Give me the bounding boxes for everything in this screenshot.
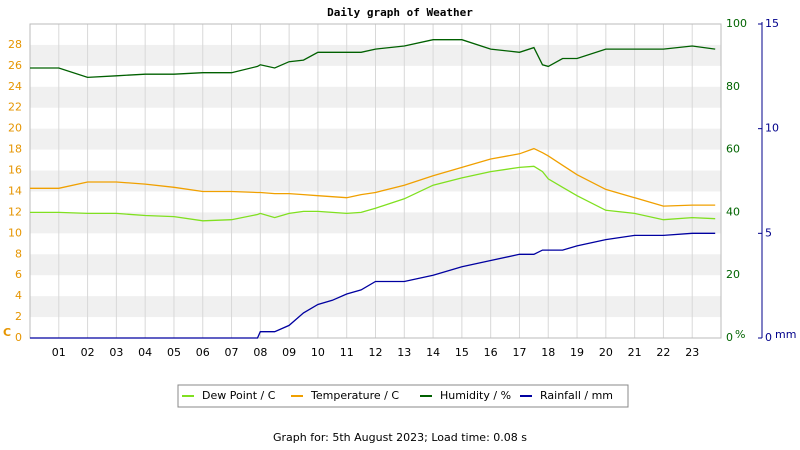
y-tick-label: 4 — [15, 289, 22, 302]
y-tick-label: 26 — [8, 59, 22, 72]
x-tick-label: 10 — [311, 346, 325, 359]
y-tick-label: 8 — [15, 247, 22, 260]
plot-frame — [29, 23, 722, 339]
y-tick-label: 12 — [8, 205, 22, 218]
y2-tick-label: 20 — [726, 268, 740, 281]
x-tick-label: 05 — [167, 346, 181, 359]
y2-tick-label: 0 — [726, 331, 733, 344]
y2-tick-label: 80 — [726, 80, 740, 93]
x-tick-label: 01 — [52, 346, 66, 359]
series-line — [30, 147, 716, 207]
y3-tick-label: 5 — [765, 226, 772, 239]
series-line — [30, 165, 716, 222]
y-tick-label: 6 — [15, 268, 22, 281]
x-tick-label: 03 — [109, 346, 123, 359]
y-tick-label: 18 — [8, 143, 22, 156]
y-tick-label: 28 — [8, 38, 22, 51]
legend-label: Humidity / % — [440, 389, 511, 402]
legend-box — [177, 384, 629, 408]
x-tick-label: 22 — [656, 346, 670, 359]
y2-tick-label: 60 — [726, 143, 740, 156]
y-tick-label: 20 — [8, 122, 22, 135]
y3-tick-label: 10 — [765, 122, 779, 135]
y-tick-label: 0 — [15, 331, 22, 344]
y3-tick-label: 15 — [765, 17, 779, 30]
y-axis-label: C — [3, 326, 11, 339]
x-tick-label: 13 — [397, 346, 411, 359]
x-tick-label: 17 — [512, 346, 526, 359]
chart-title: Daily graph of Weather — [327, 6, 473, 19]
y-tick-label: 16 — [8, 164, 22, 177]
x-tick-label: 08 — [253, 346, 267, 359]
series-line — [30, 39, 716, 79]
x-tick-label: 04 — [138, 346, 152, 359]
y-tick-label: 22 — [8, 101, 22, 114]
y2-tick-label: 40 — [726, 205, 740, 218]
series-line — [30, 232, 716, 339]
y2-axis-label: % — [735, 328, 745, 341]
footer: Graph for: 5th August 2023; Load time: 0… — [273, 431, 527, 444]
x-tick-label: 07 — [225, 346, 239, 359]
x-tick-label: 19 — [570, 346, 584, 359]
x-tick-label: 06 — [196, 346, 210, 359]
legend-label: Temperature / C — [310, 389, 399, 402]
x-tick-label: 12 — [369, 346, 383, 359]
x-tick-label: 16 — [484, 346, 498, 359]
x-tick-label: 18 — [541, 346, 555, 359]
y3-axis-label: mm — [775, 328, 796, 341]
y-tick-label: 10 — [8, 226, 22, 239]
y3-tick-label: 0 — [765, 331, 772, 344]
y-tick-label: 14 — [8, 184, 22, 197]
y2-tick-label: 100 — [726, 17, 747, 30]
x-tick-label: 14 — [426, 346, 440, 359]
x-tick-label: 11 — [340, 346, 354, 359]
legend-label: Rainfall / mm — [540, 389, 613, 402]
x-tick-label: 09 — [282, 346, 296, 359]
y-tick-label: 2 — [15, 310, 22, 323]
legend-label: Dew Point / C — [202, 389, 276, 402]
x-tick-label: 02 — [81, 346, 95, 359]
x-tick-label: 20 — [599, 346, 613, 359]
x-tick-label: 15 — [455, 346, 469, 359]
y-tick-label: 24 — [8, 80, 22, 93]
x-tick-label: 23 — [685, 346, 699, 359]
x-tick-label: 21 — [628, 346, 642, 359]
